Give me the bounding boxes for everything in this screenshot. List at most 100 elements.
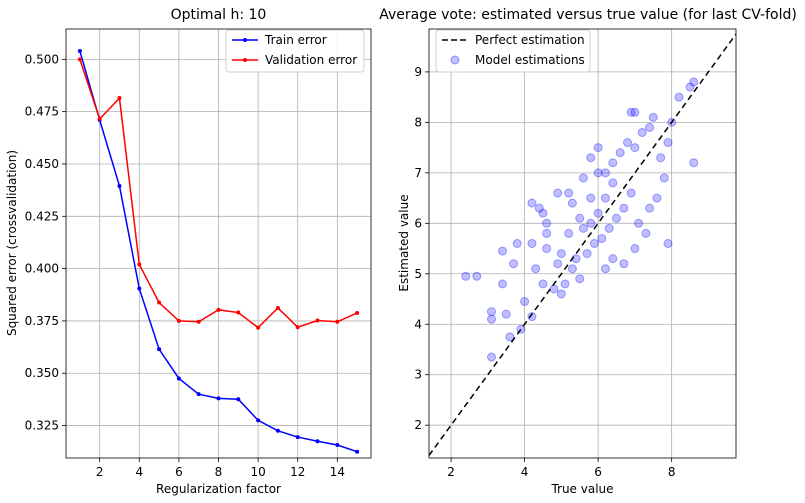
x-tick-label: 2 [447,465,455,479]
model-estimation-point [542,244,552,254]
model-estimation-point [549,284,559,294]
legend-validation-label: Validation error [265,53,357,67]
y-tick-label: 0.325 [25,419,59,433]
model-estimation-point [634,218,644,228]
x-tick-label: 6 [175,465,183,479]
model-estimation-point [520,297,530,307]
y-tick-label: 2 [414,418,422,432]
scatter-chart-title: Average vote: estimated versus true valu… [379,7,797,23]
validation-error-point [157,300,162,305]
model-estimation-point [600,193,610,203]
y-tick-label: 7 [414,166,422,180]
validation-error-point [117,96,122,101]
model-estimation-point [608,254,618,264]
train-error-point [157,347,162,352]
validation-error-point [176,318,181,323]
train-error-point [216,396,221,401]
model-estimation-point [637,127,647,137]
model-estimation-point [593,143,603,153]
legend-box [435,29,591,73]
model-estimation-point [597,233,607,243]
validation-error-point [355,310,360,315]
model-estimation-point [623,138,633,148]
model-estimation-point [527,239,537,248]
model-estimation-point [659,173,669,183]
scatter-chart-frame [428,28,737,459]
train-error-point [256,418,261,423]
model-estimation-point [626,188,636,198]
model-estimation-point [600,168,610,178]
model-estimation-point [527,198,537,208]
x-tick-label: 6 [594,465,602,479]
model-estimation-point [553,188,563,198]
model-estimation-point [612,213,622,223]
legend-box [225,29,365,73]
model-estimation-point [689,77,699,87]
error-chart-xlabel: Regularization factor [156,482,281,496]
model-estimation-point [578,223,588,233]
train-error-point [355,449,360,454]
validation-error-point [97,116,102,121]
model-estimation-point [567,198,577,208]
model-estimation-point [556,289,566,299]
model-estimation-point [564,228,574,238]
model-estimation-point [604,223,614,233]
train-error-point [117,183,122,188]
error-chart-title: Optimal h: 10 [171,7,267,23]
model-estimation-point [505,332,515,342]
scatter-chart-grid [429,29,736,458]
legend-model-label: Model estimations [475,53,585,67]
scatter-chart-ylabel: Estimated value [397,194,411,291]
model-estimation-point [641,228,651,238]
model-estimation-point [626,107,636,117]
model-estimation-point [575,274,585,284]
validation-error-point [275,305,280,310]
x-tick-label: 14 [330,465,345,479]
validation-error-point [77,57,82,62]
model-estimation-point [593,168,603,178]
model-estimation-point [538,208,548,218]
validation-error-point [315,318,320,323]
validation-error-point [236,310,241,315]
model-estimation-point [575,213,585,223]
train-error-point [77,48,82,53]
model-estimation-point [582,249,592,259]
scatter-chart-points [461,77,699,362]
legend-train-label: Train error [264,33,327,47]
model-estimation-point [487,307,497,317]
error-chart: 2 4 6 8 10 12 14 0.325 0.350 0.375 0.400 0.425 0.450… [5,7,372,496]
perfect-estimation-line [428,33,737,456]
error-chart-grid [66,29,371,458]
model-estimation-point [487,352,497,362]
model-estimation-point [593,208,603,218]
train-error-point [176,376,181,381]
model-estimation-point [645,203,655,213]
validation-error-point [335,319,340,324]
scatter-chart-legend: Perfect estimation Model estimations [435,29,591,73]
x-tick-label: 4 [521,465,529,479]
model-estimation-point [498,279,508,289]
model-estimation-point [534,203,544,213]
train-error-point [275,428,280,433]
model-estimation-point [648,112,658,122]
legend-model-marker [450,55,460,65]
model-estimation-point [656,153,666,163]
model-estimation-point [685,82,695,92]
error-chart-series [77,48,360,454]
legend-perfect-label: Perfect estimation [475,33,585,47]
y-tick-label: 0.450 [25,157,59,171]
y-tick-label: 0.350 [25,366,59,380]
x-tick-label: 2 [96,465,104,479]
validation-error-point [196,319,201,324]
y-tick-label: 5 [414,267,422,281]
model-estimation-point [652,193,662,203]
model-estimation-point [608,158,618,168]
error-chart-ylabel: Squared error (crossvalidation) [5,150,19,336]
model-estimation-point [501,309,511,319]
scatter-chart-ticks: 2 4 6 8 2 3 4 5 6 7 8 9 [414,65,675,479]
error-chart-legend: Train error Validation error [225,29,365,73]
train-error-point [335,443,340,448]
legend-train-marker [243,38,247,42]
y-tick-label: 9 [414,65,422,79]
